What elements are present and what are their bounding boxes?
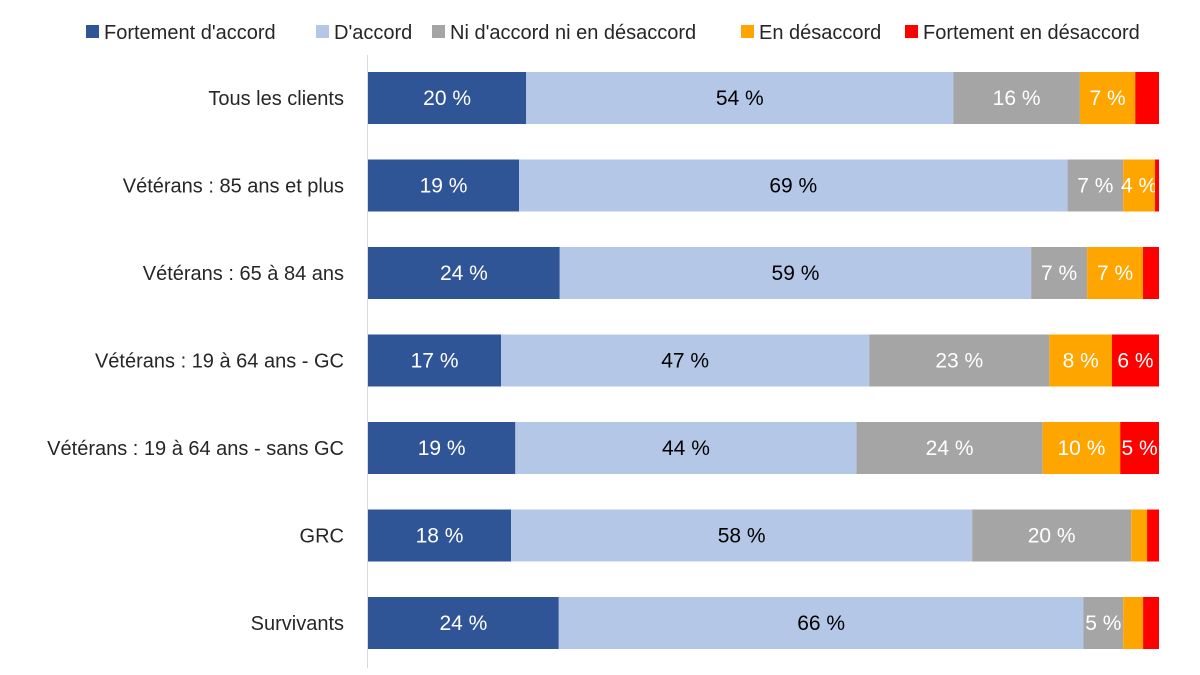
- data-label: 6 %: [1117, 350, 1153, 373]
- bar-segment-fortement-en-desaccord: [1120, 422, 1159, 474]
- bar-segment-d-accord: [526, 72, 954, 124]
- bar-segment-fortement-d-accord: [368, 247, 560, 299]
- bar-segment-fortement-en-desaccord: [1147, 509, 1159, 562]
- category-label: Survivants: [251, 613, 344, 635]
- bar-segment-d-accord: [511, 509, 973, 562]
- legend-label-fortement-en-desaccord: Fortement en désaccord: [923, 22, 1140, 44]
- data-label: 5 %: [1122, 437, 1158, 460]
- data-label: 59 %: [772, 262, 820, 285]
- legend-label-d-accord: D'accord: [334, 22, 412, 44]
- bar-segment-en-desaccord: [1049, 334, 1113, 387]
- bar-segment-en-desaccord: [1087, 247, 1144, 299]
- bar-segment-fortement-en-desaccord: [1143, 247, 1159, 299]
- data-label: 7 %: [1041, 262, 1077, 285]
- data-label: 24 %: [439, 612, 487, 635]
- bars: 20 % 54 % 16 % 7 % 19 % 69 % 7 % 4 % 24 % 59 % 7 %…: [368, 72, 1159, 649]
- data-label: 19 %: [420, 175, 468, 198]
- data-label: 7 %: [1097, 262, 1133, 285]
- bar-segment-ni-d-accord-ni-en-desaccord: [856, 422, 1043, 474]
- bar-segment-fortement-d-accord: [368, 72, 527, 124]
- legend-swatch-fortement-d-accord: [86, 25, 99, 38]
- category-label: Vétérans : 65 à 84 ans: [143, 263, 344, 285]
- bar-segment-ni-d-accord-ni-en-desaccord: [972, 509, 1132, 562]
- legend-label-ni-d-accord-ni-en-desaccord: Ni d'accord ni en désaccord: [450, 22, 696, 44]
- legend-swatch-ni-d-accord-ni-en-desaccord: [432, 25, 445, 38]
- bar-segment-en-desaccord: [1079, 72, 1136, 124]
- data-label: 7 %: [1077, 175, 1113, 198]
- legend-swatch-en-desaccord: [741, 25, 754, 38]
- bar-segment-ni-d-accord-ni-en-desaccord: [869, 334, 1050, 387]
- bar-segment-fortement-d-accord: [368, 509, 512, 562]
- category-label: GRC: [300, 526, 344, 548]
- bar-segment-ni-d-accord-ni-en-desaccord: [1067, 159, 1124, 212]
- bar-segment-fortement-d-accord: [368, 334, 502, 387]
- bar-segment-fortement-en-desaccord: [1135, 72, 1159, 124]
- data-label: 10 %: [1058, 437, 1106, 460]
- data-label: 20 %: [423, 87, 471, 110]
- bar-segment-d-accord: [501, 334, 870, 387]
- bar-segment-fortement-d-accord: [368, 422, 516, 474]
- bar-segment-fortement-en-desaccord: [1112, 334, 1159, 387]
- data-label: 24 %: [926, 437, 974, 460]
- data-label: 24 %: [440, 262, 488, 285]
- bar-segment-ni-d-accord-ni-en-desaccord: [1031, 247, 1088, 299]
- legend-label-en-desaccord: En désaccord: [759, 22, 881, 44]
- bar-segment-d-accord: [558, 597, 1084, 649]
- category-label: Vétérans : 85 ans et plus: [123, 176, 344, 198]
- bar-segment-d-accord: [519, 159, 1068, 212]
- data-label: 18 %: [416, 525, 464, 548]
- data-label: 4 %: [1121, 175, 1157, 198]
- category-label: Tous les clients: [208, 88, 344, 110]
- category-label: Vétérans : 19 à 64 ans - GC: [95, 351, 344, 373]
- bar-segment-fortement-en-desaccord: [1155, 159, 1159, 212]
- category-label: Vétérans : 19 à 64 ans - sans GC: [47, 438, 344, 460]
- category-labels: Tous les clients Vétérans : 85 ans et plu…: [47, 88, 344, 635]
- data-label: 7 %: [1089, 87, 1125, 110]
- data-label: 5 %: [1085, 612, 1121, 635]
- legend-swatch-d-accord: [316, 25, 329, 38]
- data-label: 19 %: [418, 437, 466, 460]
- data-label: 17 %: [411, 350, 459, 373]
- data-label: 66 %: [797, 612, 845, 635]
- data-label: 69 %: [769, 175, 817, 198]
- bar-segment-fortement-d-accord: [368, 159, 520, 212]
- data-label: 44 %: [662, 437, 710, 460]
- legend: Fortement d'accord D'accord Ni d'accord ni…: [86, 22, 1140, 44]
- bar-segment-en-desaccord: [1123, 597, 1144, 649]
- data-label: 23 %: [935, 350, 983, 373]
- bar-segment-ni-d-accord-ni-en-desaccord: [953, 72, 1080, 124]
- bar-segment-en-desaccord: [1131, 509, 1148, 562]
- bar-segment-d-accord: [515, 422, 857, 474]
- bar-segment-ni-d-accord-ni-en-desaccord: [1083, 597, 1124, 649]
- data-label: 47 %: [661, 350, 709, 373]
- data-label: 16 %: [993, 87, 1041, 110]
- bar-segment-en-desaccord: [1123, 159, 1156, 212]
- data-label: 20 %: [1028, 525, 1076, 548]
- legend-swatch-fortement-en-desaccord: [905, 25, 918, 38]
- bar-segment-en-desaccord: [1042, 422, 1121, 474]
- data-label: 54 %: [716, 87, 764, 110]
- data-label: 58 %: [718, 525, 766, 548]
- data-label: 8 %: [1063, 350, 1099, 373]
- legend-label-fortement-d-accord: Fortement d'accord: [104, 22, 276, 44]
- bar-segment-d-accord: [559, 247, 1032, 299]
- bar-segment-fortement-en-desaccord: [1143, 597, 1159, 649]
- bar-segment-fortement-d-accord: [368, 597, 559, 649]
